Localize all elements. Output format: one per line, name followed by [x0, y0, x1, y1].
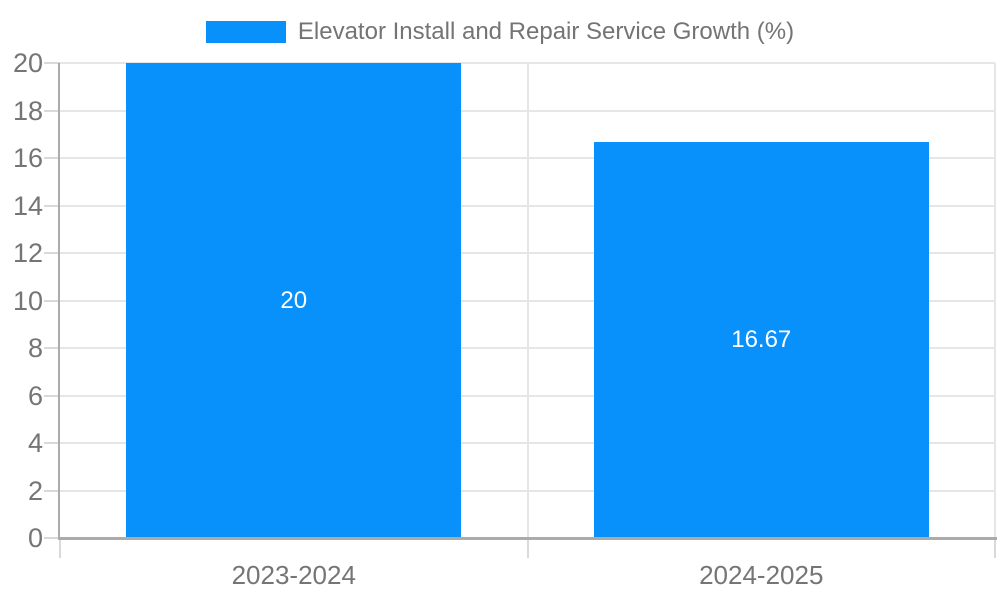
chart-legend[interactable]: Elevator Install and Repair Service Grow…: [0, 18, 1000, 45]
y-axis-tick: [44, 442, 60, 444]
x-category-label: 2024-2025: [699, 560, 824, 590]
y-tick-label: 20: [12, 48, 43, 78]
y-tick-label: 12: [12, 238, 43, 268]
y-tick-label: 2: [27, 475, 43, 506]
x-category-label: 2023-2024: [231, 560, 356, 590]
legend-swatch-icon: [205, 21, 286, 43]
y-axis-tick: [44, 157, 60, 159]
x-axis-tick: [59, 538, 61, 558]
bar-value-label: 20: [280, 286, 308, 314]
y-tick-label: 0: [27, 523, 43, 553]
y-axis-line: [58, 63, 60, 540]
y-tick-label: 6: [27, 380, 43, 411]
gridline-x: [994, 63, 996, 538]
y-tick-label: 10: [12, 285, 43, 316]
bar[interactable]: [593, 142, 929, 538]
x-axis-tick: [526, 538, 529, 558]
y-tick-label: 16: [12, 143, 43, 173]
y-tick-label: 4: [27, 428, 43, 458]
y-axis-tick: [44, 62, 60, 64]
plot-area: 0 2 4 6 8 10 12 14 16 18 20 20 2023-2024 16.67 2024-20…: [13, 48, 997, 590]
y-axis-tick: [44, 394, 60, 397]
y-axis-tick: [44, 347, 60, 349]
y-axis-tick: [44, 299, 60, 302]
y-axis-tick: [44, 489, 60, 492]
y-axis-tick: [44, 204, 60, 207]
y-axis-tick: [44, 537, 60, 539]
legend-label: Elevator Install and Repair Service Grow…: [297, 18, 795, 45]
y-axis-tick: [44, 252, 60, 254]
y-tick-label: 8: [27, 333, 43, 363]
x-axis-line: [58, 537, 997, 540]
y-tick-label: 18: [12, 95, 43, 126]
bar-value-label: 16.67: [731, 326, 792, 354]
x-axis-tick: [994, 538, 996, 558]
y-tick-label: 14: [12, 190, 43, 221]
gridline-x: [526, 63, 529, 538]
y-axis-tick: [44, 109, 60, 112]
bar[interactable]: [126, 63, 462, 538]
